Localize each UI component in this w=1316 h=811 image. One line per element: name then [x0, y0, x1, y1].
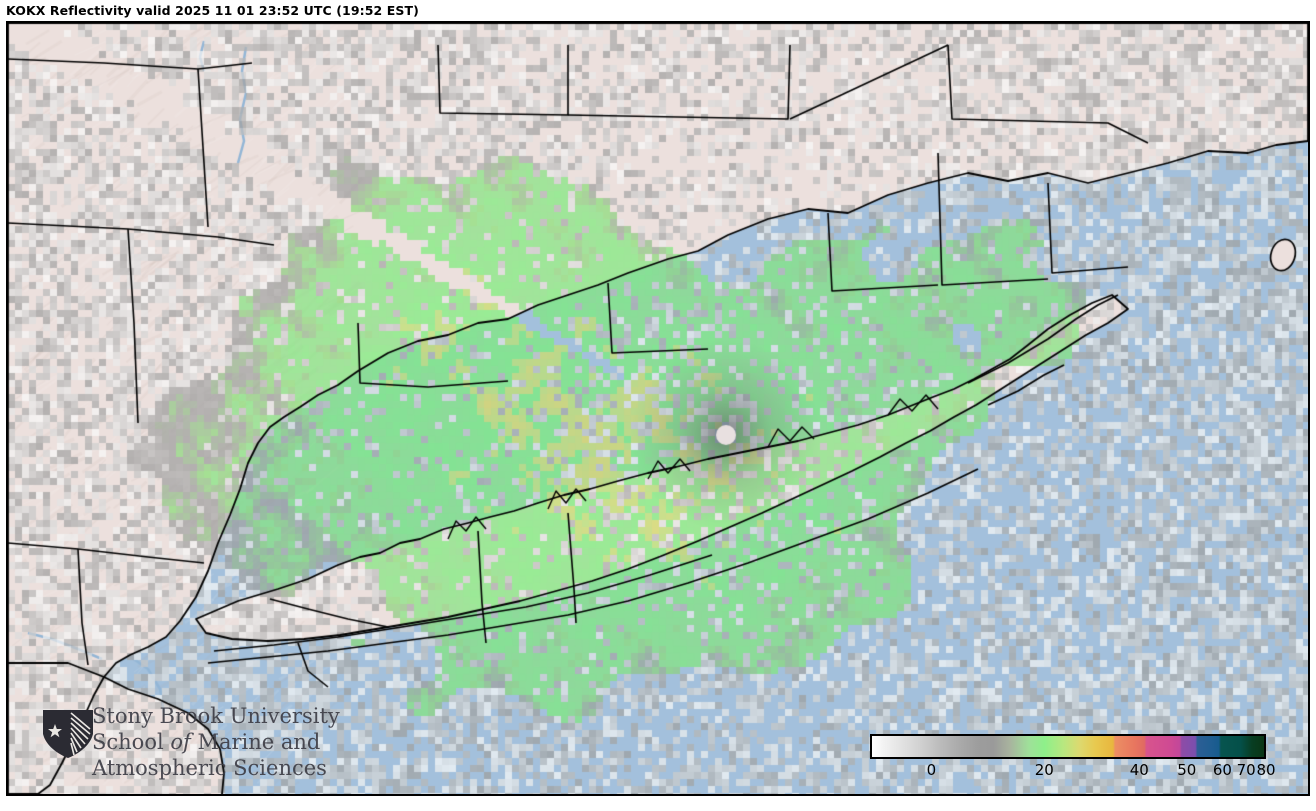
radar-map-frame[interactable]	[6, 21, 1310, 796]
colorbar-tick-20: 20	[1034, 761, 1054, 779]
colorbar-tick-50: 50	[1177, 761, 1197, 779]
reflectivity-colorbar	[870, 734, 1266, 759]
colorbar-container: 0 20 40 50 60 70 80	[870, 734, 1276, 790]
colorbar-tick-0: 0	[926, 761, 937, 779]
colorbar-tick-80: 80	[1256, 761, 1276, 779]
radar-map-canvas[interactable]	[8, 23, 1308, 794]
colorbar-tick-40: 40	[1129, 761, 1149, 779]
page-title: KOKX Reflectivity valid 2025 11 01 23:52…	[6, 3, 419, 18]
colorbar-tick-70: 70	[1236, 761, 1256, 779]
colorbar-tick-60: 60	[1212, 761, 1232, 779]
